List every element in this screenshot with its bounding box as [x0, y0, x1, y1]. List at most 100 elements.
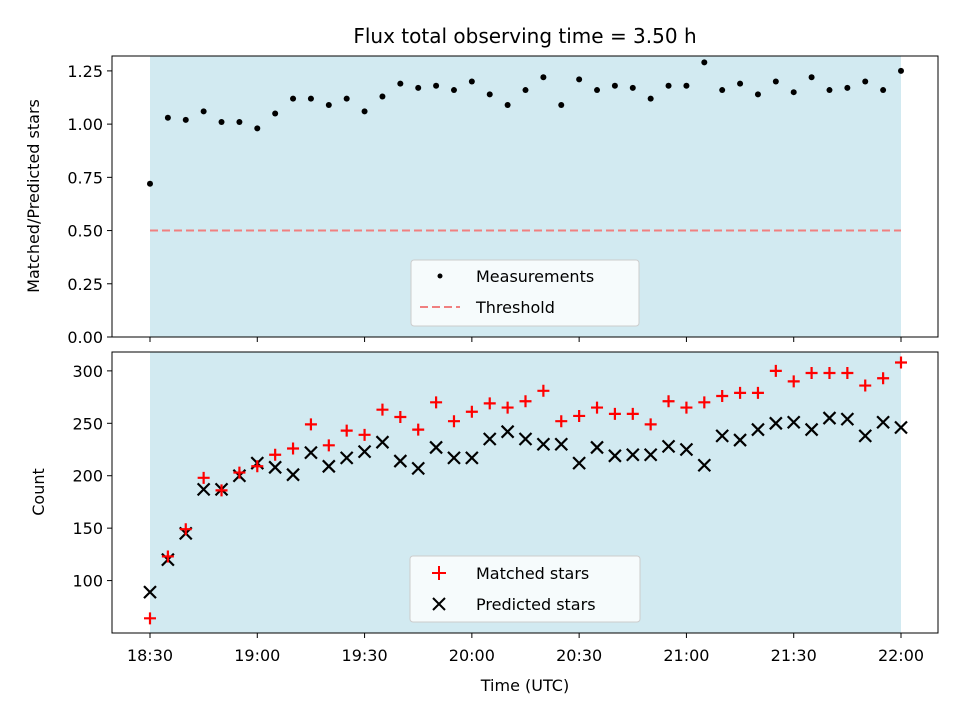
bottom-y-tick-label: 100: [72, 572, 103, 591]
measurement-point: [343, 95, 350, 102]
predicted-star-point: [733, 433, 747, 447]
predicted-star-point: [143, 585, 157, 599]
top-legend: Measurements Threshold: [410, 259, 640, 327]
matched-star-point: [877, 372, 890, 385]
matched-star-point: [412, 423, 425, 436]
matched-star-point: [716, 390, 729, 403]
bottom-axes-frame: [111, 351, 939, 634]
measurement-point: [576, 76, 583, 83]
predicted-star-point: [822, 411, 837, 425]
matched-star-point: [358, 428, 371, 441]
predicted-star-point: [572, 456, 586, 470]
predicted-star-point: [840, 412, 855, 426]
legend-measurements-marker: [437, 273, 443, 279]
bottom-x-tick-label: 19:30: [342, 646, 388, 665]
matched-star-point: [573, 409, 586, 422]
predicted-star-point: [697, 458, 712, 473]
predicted-star-point: [626, 447, 640, 462]
measurement-point: [379, 93, 386, 100]
top-y-tick-label: 0.50: [67, 222, 103, 241]
bottom-x-tick-label: 21:00: [663, 646, 709, 665]
bottom-y-tick-label: 250: [72, 414, 103, 433]
legend-predicted-marker: [432, 597, 446, 611]
measurement-point: [808, 74, 815, 81]
measurement-point: [468, 78, 475, 85]
measurement-point: [540, 74, 547, 81]
predicted-star-point: [500, 424, 515, 439]
predicted-star-point: [447, 451, 461, 465]
measurement-point: [272, 110, 279, 117]
measurement-point: [898, 67, 904, 74]
top-y-tick-label: 0.00: [67, 328, 103, 347]
matched-star-point: [269, 448, 282, 461]
bottom-y-tick-label: 300: [72, 362, 103, 381]
legend-threshold-label: Threshold: [475, 298, 555, 317]
matched-star-point: [734, 386, 747, 399]
matched-star-point: [823, 366, 836, 379]
matched-star-point: [179, 523, 192, 536]
bottom-x-tick-label: 18:30: [127, 646, 173, 665]
measurement-point: [218, 118, 225, 125]
measurement-point: [647, 95, 654, 102]
bottom-y-tick-label: 150: [72, 519, 103, 538]
matched-star-point: [662, 395, 675, 408]
predicted-star-point: [876, 415, 890, 430]
matched-star-point: [626, 407, 639, 420]
measurement-point: [737, 80, 744, 87]
measurement-point: [415, 84, 422, 91]
measurement-point: [522, 87, 529, 94]
measurement-point: [433, 82, 440, 89]
matched-star-point: [644, 418, 657, 431]
top-y-tick-label: 1.00: [67, 115, 103, 134]
predicted-star-point: [679, 442, 694, 457]
predicted-star-point: [751, 422, 765, 437]
top-y-tick-label: 0.25: [67, 275, 103, 294]
bottom-y-tick-label: 200: [72, 467, 103, 486]
matched-star-point: [680, 401, 693, 414]
legend-measurements-label: Measurements: [476, 267, 594, 286]
bottom-x-tick-label: 19:00: [234, 646, 280, 665]
matched-star-point: [895, 356, 907, 369]
matched-star-point: [859, 379, 872, 392]
bottom-x-ticks: 18:30 19:00 19:30 20:00 20:30 21:00 21:30 22:00: [127, 633, 924, 665]
predicted-star-point: [661, 439, 676, 454]
top-y-ticks: 0.00 0.25 0.50 0.75 1.00 1.25: [67, 62, 112, 347]
matched-star-point: [787, 375, 800, 388]
matched-star-point: [555, 415, 568, 428]
predicted-star-point: [429, 440, 443, 455]
predicted-star-point: [518, 432, 533, 446]
measurement-point: [754, 91, 761, 98]
bottom-y-axis-label: Count: [29, 468, 48, 516]
measurement-point: [611, 82, 618, 89]
measurement-point: [701, 59, 708, 66]
bottom-x-tick-label: 20:30: [556, 646, 602, 665]
measurement-point: [486, 91, 493, 98]
matched-star-point: [287, 442, 300, 455]
measurement-point: [504, 101, 511, 108]
predicted-star-point: [786, 415, 801, 430]
matched-star-point: [805, 366, 818, 379]
measurement-points: [147, 59, 904, 187]
predicted-star-point: [608, 449, 622, 463]
bottom-x-tick-label: 22:00: [878, 646, 924, 665]
bottom-y-ticks: 100 150 200 250 300: [72, 362, 112, 591]
predicted-star-point: [375, 435, 390, 449]
matched-star-point: [841, 366, 854, 379]
matched-star-point: [501, 401, 514, 414]
matched-star-point: [430, 396, 443, 409]
matched-star-point: [340, 424, 353, 437]
measurement-point: [790, 89, 797, 96]
predicted-star-point: [769, 416, 783, 431]
matched-star-point: [591, 401, 604, 414]
bottom-x-tick-label: 20:00: [449, 646, 495, 665]
predicted-star-point: [196, 482, 211, 497]
measurement-point: [683, 82, 690, 89]
measurement-point: [361, 108, 368, 115]
measurement-point: [182, 116, 189, 123]
matched-star-point: [483, 397, 496, 410]
measurement-point: [558, 101, 565, 108]
matched-star-point: [144, 612, 156, 625]
count-points: [143, 356, 908, 625]
predicted-star-point: [286, 467, 300, 482]
